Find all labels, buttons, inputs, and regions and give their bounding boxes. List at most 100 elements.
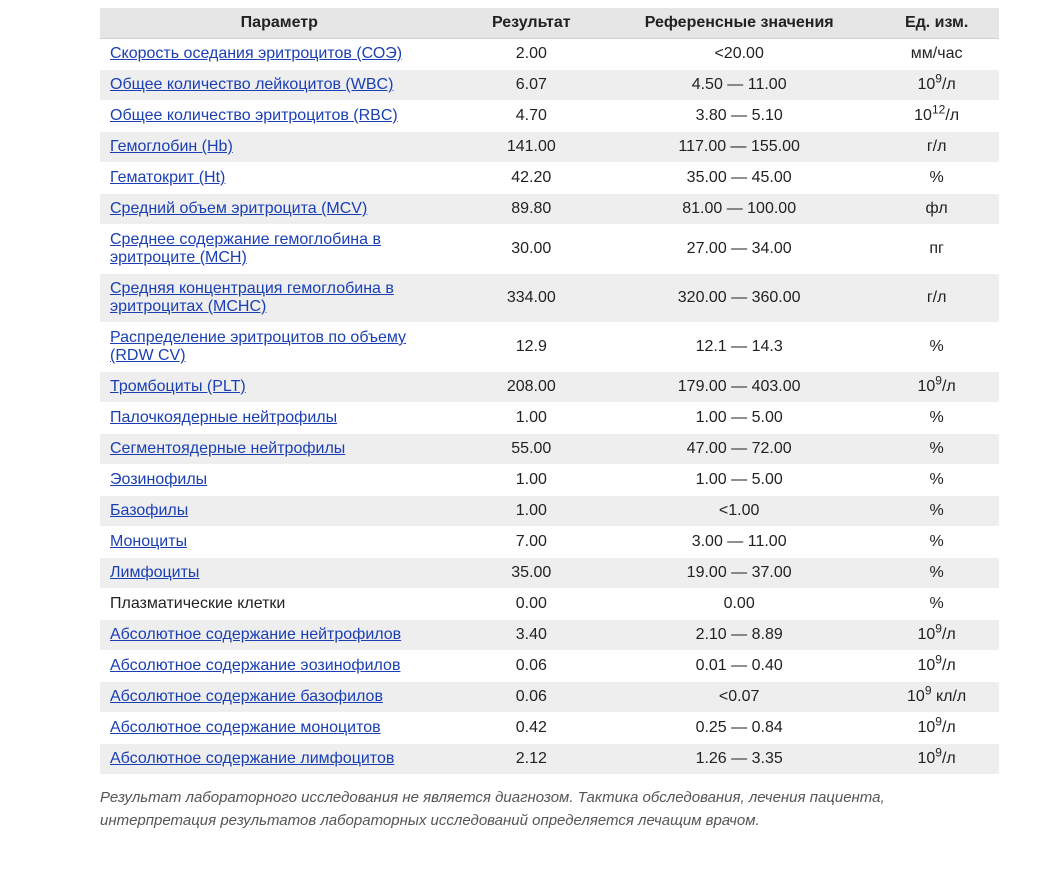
cell-parameter: Средняя концентрация гемоглобина в эритр… xyxy=(100,274,459,323)
table-row: Общее количество лейкоцитов (WBC) 6.074.5… xyxy=(100,70,999,101)
table-row: Палочкоядерные нейтрофилы1.001.00 — 5.00… xyxy=(100,403,999,434)
parameter-link[interactable]: Базофилы xyxy=(110,502,188,519)
table-row: Средняя концентрация гемоглобина в эритр… xyxy=(100,274,999,323)
cell-result: 55.00 xyxy=(459,434,605,465)
table-row: Лимфоциты35.0019.00 — 37.00% xyxy=(100,558,999,589)
table-header: Параметр Результат Референсные значения … xyxy=(100,8,999,39)
table-row: Гемоглобин (Hb)141.00117.00 — 155.00г/л xyxy=(100,132,999,163)
header-unit: Ед. изм. xyxy=(874,8,999,39)
cell-unit: % xyxy=(874,465,999,496)
cell-reference: 47.00 — 72.00 xyxy=(604,434,874,465)
table-row: Моноциты 7.003.00 — 11.00% xyxy=(100,527,999,558)
cell-unit: 1012/л xyxy=(874,101,999,132)
cell-result: 30.00 xyxy=(459,225,605,274)
cell-result: 0.06 xyxy=(459,682,605,713)
parameter-link[interactable]: Общее количество лейкоцитов (WBC) xyxy=(110,76,393,93)
parameter-link[interactable]: Среднее содержание гемоглобина в эритроц… xyxy=(110,231,381,266)
table-row: Абсолютное содержание лимфоцитов 2.121.26… xyxy=(100,744,999,775)
parameter-link[interactable]: Палочкоядерные нейтрофилы xyxy=(110,409,337,426)
cell-unit: % xyxy=(874,589,999,620)
table-row: Базофилы 1.00<1.00% xyxy=(100,496,999,527)
parameter-text: Плазматические клетки xyxy=(110,595,285,612)
cell-result: 208.00 xyxy=(459,372,605,403)
cell-reference: 4.50 — 11.00 xyxy=(604,70,874,101)
table-row: Тромбоциты (PLT) 208.00179.00 — 403.00109… xyxy=(100,372,999,403)
table-row: Абсолютное содержание базофилов0.06<0.07… xyxy=(100,682,999,713)
table-row: Эозинофилы1.001.00 — 5.00% xyxy=(100,465,999,496)
parameter-link[interactable]: Сегментоядерные нейтрофилы xyxy=(110,440,345,457)
table-row: Общее количество эритроцитов (RBC) 4.703.… xyxy=(100,101,999,132)
disclaimer-footnote: Результат лабораторного исследования не … xyxy=(100,787,999,832)
cell-parameter: Сегментоядерные нейтрофилы xyxy=(100,434,459,465)
cell-unit: % xyxy=(874,403,999,434)
cell-parameter: Эозинофилы xyxy=(100,465,459,496)
cell-unit: 109/л xyxy=(874,372,999,403)
table-row: Абсолютное содержание нейтрофилов 3.402.1… xyxy=(100,620,999,651)
cell-parameter: Абсолютное содержание нейтрофилов xyxy=(100,620,459,651)
cell-result: 4.70 xyxy=(459,101,605,132)
parameter-link[interactable]: Тромбоциты (PLT) xyxy=(110,378,246,395)
cell-reference: 0.00 xyxy=(604,589,874,620)
cell-parameter: Распределение эритроцитов по объему (RDW… xyxy=(100,323,459,372)
table-row: Плазматические клетки 0.000.00% xyxy=(100,589,999,620)
cell-reference: 117.00 — 155.00 xyxy=(604,132,874,163)
cell-parameter: Гематокрит (Ht) xyxy=(100,163,459,194)
cell-unit: % xyxy=(874,496,999,527)
cell-reference: 3.00 — 11.00 xyxy=(604,527,874,558)
cell-reference: 179.00 — 403.00 xyxy=(604,372,874,403)
cell-unit: пг xyxy=(874,225,999,274)
parameter-link[interactable]: Лимфоциты xyxy=(110,564,199,581)
cell-result: 6.07 xyxy=(459,70,605,101)
parameter-link[interactable]: Абсолютное содержание моноцитов xyxy=(110,719,381,736)
cell-result: 0.00 xyxy=(459,589,605,620)
parameter-link[interactable]: Средняя концентрация гемоглобина в эритр… xyxy=(110,280,394,315)
cell-parameter: Общее количество лейкоцитов (WBC) xyxy=(100,70,459,101)
cell-result: 42.20 xyxy=(459,163,605,194)
cell-parameter: Абсолютное содержание моноцитов xyxy=(100,713,459,744)
cell-parameter: Среднее содержание гемоглобина в эритроц… xyxy=(100,225,459,274)
parameter-link[interactable]: Средний объем эритроцита (MCV) xyxy=(110,200,367,217)
parameter-link[interactable]: Распределение эритроцитов по объему (RDW… xyxy=(110,329,406,364)
cell-unit: % xyxy=(874,527,999,558)
parameter-link[interactable]: Гемоглобин (Hb) xyxy=(110,138,233,155)
parameter-link[interactable]: Гематокрит (Ht) xyxy=(110,169,225,186)
cell-unit: фл xyxy=(874,194,999,225)
cell-parameter: Тромбоциты (PLT) xyxy=(100,372,459,403)
parameter-link[interactable]: Общее количество эритроцитов (RBC) xyxy=(110,107,398,124)
cell-reference: <1.00 xyxy=(604,496,874,527)
cell-unit: % xyxy=(874,163,999,194)
table-row: Сегментоядерные нейтрофилы 55.0047.00 — 7… xyxy=(100,434,999,465)
parameter-link[interactable]: Абсолютное содержание базофилов xyxy=(110,688,383,705)
cell-reference: 19.00 — 37.00 xyxy=(604,558,874,589)
cell-parameter: Общее количество эритроцитов (RBC) xyxy=(100,101,459,132)
parameter-link[interactable]: Абсолютное содержание эозинофилов xyxy=(110,657,400,674)
parameter-link[interactable]: Моноциты xyxy=(110,533,187,550)
parameter-link[interactable]: Абсолютное содержание нейтрофилов xyxy=(110,626,401,643)
cell-unit: г/л xyxy=(874,274,999,323)
cell-reference: 3.80 — 5.10 xyxy=(604,101,874,132)
cell-parameter: Абсолютное содержание лимфоцитов xyxy=(100,744,459,775)
cell-result: 2.12 xyxy=(459,744,605,775)
table-row: Среднее содержание гемоглобина в эритроц… xyxy=(100,225,999,274)
cell-parameter: Палочкоядерные нейтрофилы xyxy=(100,403,459,434)
parameter-link[interactable]: Абсолютное содержание лимфоцитов xyxy=(110,750,394,767)
cell-unit: % xyxy=(874,558,999,589)
cell-result: 7.00 xyxy=(459,527,605,558)
cell-result: 1.00 xyxy=(459,496,605,527)
cell-reference: 2.10 — 8.89 xyxy=(604,620,874,651)
cell-reference: 1.00 — 5.00 xyxy=(604,403,874,434)
cell-unit: 109 кл/л xyxy=(874,682,999,713)
cell-result: 3.40 xyxy=(459,620,605,651)
cell-reference: 27.00 — 34.00 xyxy=(604,225,874,274)
cell-reference: 320.00 — 360.00 xyxy=(604,274,874,323)
lab-report-page: Параметр Результат Референсные значения … xyxy=(0,0,1059,887)
table-row: Гематокрит (Ht)42.2035.00 — 45.00% xyxy=(100,163,999,194)
parameter-link[interactable]: Скорость оседания эритроцитов (СОЭ) xyxy=(110,45,402,62)
cell-reference: 0.01 — 0.40 xyxy=(604,651,874,682)
cell-parameter: Плазматические клетки xyxy=(100,589,459,620)
cell-reference: 1.26 — 3.35 xyxy=(604,744,874,775)
cell-result: 12.9 xyxy=(459,323,605,372)
table-row: Абсолютное содержание эозинофилов0.060.0… xyxy=(100,651,999,682)
cell-parameter: Гемоглобин (Hb) xyxy=(100,132,459,163)
parameter-link[interactable]: Эозинофилы xyxy=(110,471,207,488)
